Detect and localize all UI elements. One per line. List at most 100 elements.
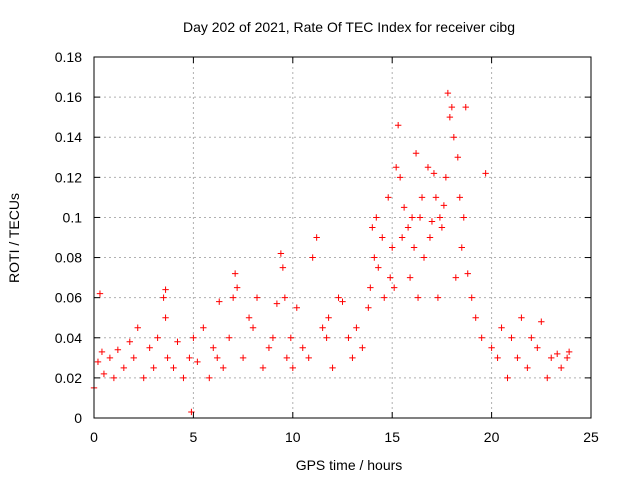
grid-lines: [94, 57, 591, 418]
data-point: [448, 103, 456, 111]
data-point: [414, 294, 422, 301]
y-tick-label: 0.14: [55, 129, 82, 145]
data-point: [498, 324, 505, 331]
data-point: [389, 244, 396, 251]
data-point: [390, 284, 398, 291]
data-point: [365, 304, 372, 311]
data-point: [462, 103, 469, 111]
data-point: [420, 254, 428, 261]
data-point: [369, 224, 376, 231]
data-point: [359, 344, 366, 352]
data-point: [406, 274, 414, 281]
data-point: [190, 334, 197, 341]
data-point: [436, 214, 444, 221]
data-point: [430, 170, 438, 177]
data-point: [140, 374, 147, 382]
data-point: [94, 358, 102, 366]
data-point: [170, 364, 177, 372]
data-point: [98, 348, 106, 356]
data-point: [160, 294, 167, 301]
x-tick-label: 5: [190, 429, 198, 445]
data-point: [162, 314, 169, 321]
x-tick-label: 25: [583, 429, 599, 445]
data-point: [392, 164, 400, 171]
x-tick-label: 15: [384, 429, 400, 445]
data-point: [494, 354, 501, 362]
x-tick-label: 10: [285, 429, 301, 445]
data-point: [110, 374, 118, 382]
data-point: [408, 214, 416, 221]
data-point: [557, 364, 565, 372]
data-point: [96, 290, 104, 297]
data-point: [524, 364, 531, 372]
data-point: [259, 364, 267, 372]
data-point: [416, 214, 424, 221]
x-axis-label: GPS time / hours: [296, 457, 403, 473]
data-point: [565, 348, 573, 356]
data-point: [353, 324, 360, 331]
data-point: [325, 314, 332, 321]
y-tick-label: 0.18: [55, 49, 82, 65]
data-point: [154, 334, 161, 341]
data-point: [538, 318, 545, 325]
data-point: [381, 294, 388, 301]
data-point: [277, 250, 285, 257]
y-axis-label: ROTI / TECUs: [6, 193, 22, 283]
data-point: [434, 294, 442, 301]
data-point: [180, 374, 187, 382]
data-point: [452, 274, 460, 281]
data-point: [305, 354, 312, 362]
data-point: [188, 408, 195, 416]
y-tick-label: 0.1: [63, 209, 83, 225]
data-point: [472, 314, 479, 321]
data-point: [279, 264, 287, 271]
data-point: [371, 254, 378, 261]
data-point: [233, 284, 241, 291]
y-tick-label: 0.16: [55, 89, 82, 105]
data-point: [442, 174, 450, 181]
data-point: [313, 234, 320, 241]
data-point: [504, 374, 511, 382]
data-point: [134, 324, 141, 331]
data-point: [265, 344, 273, 352]
y-tick-label: 0.04: [55, 330, 82, 346]
y-tick-label: 0: [74, 410, 82, 426]
data-point: [335, 294, 342, 301]
data-point: [100, 370, 108, 378]
data-point: [287, 334, 295, 341]
data-point: [398, 234, 406, 241]
data-point: [518, 314, 525, 321]
data-point: [418, 194, 426, 201]
data-point: [130, 354, 137, 362]
data-point: [438, 224, 446, 231]
data-point: [488, 344, 495, 352]
data-point: [309, 254, 316, 261]
data-point: [329, 364, 336, 372]
data-point: [114, 346, 122, 354]
data-point: [349, 354, 356, 362]
data-point: [339, 298, 346, 305]
data-point: [245, 314, 253, 321]
data-point: [478, 334, 485, 341]
data-point: [563, 354, 571, 362]
data-point: [482, 170, 489, 177]
data-point: [468, 294, 475, 301]
data-point: [385, 194, 392, 201]
y-tick-label: 0.12: [55, 169, 82, 185]
data-point: [548, 354, 555, 362]
data-point: [210, 344, 217, 352]
data-point: [404, 224, 412, 231]
data-point: [410, 244, 418, 251]
data-point: [450, 134, 458, 141]
data-point: [440, 202, 448, 209]
data-point: [514, 354, 521, 362]
y-tick-label: 0.02: [55, 370, 82, 386]
chart-title: Day 202 of 2021, Rate Of TEC Index for r…: [183, 19, 515, 35]
data-point: [319, 324, 326, 331]
data-point: [174, 338, 181, 345]
data-point: [375, 264, 382, 271]
data-point: [508, 334, 515, 341]
data-point: [150, 364, 157, 372]
data-points: [90, 89, 573, 416]
